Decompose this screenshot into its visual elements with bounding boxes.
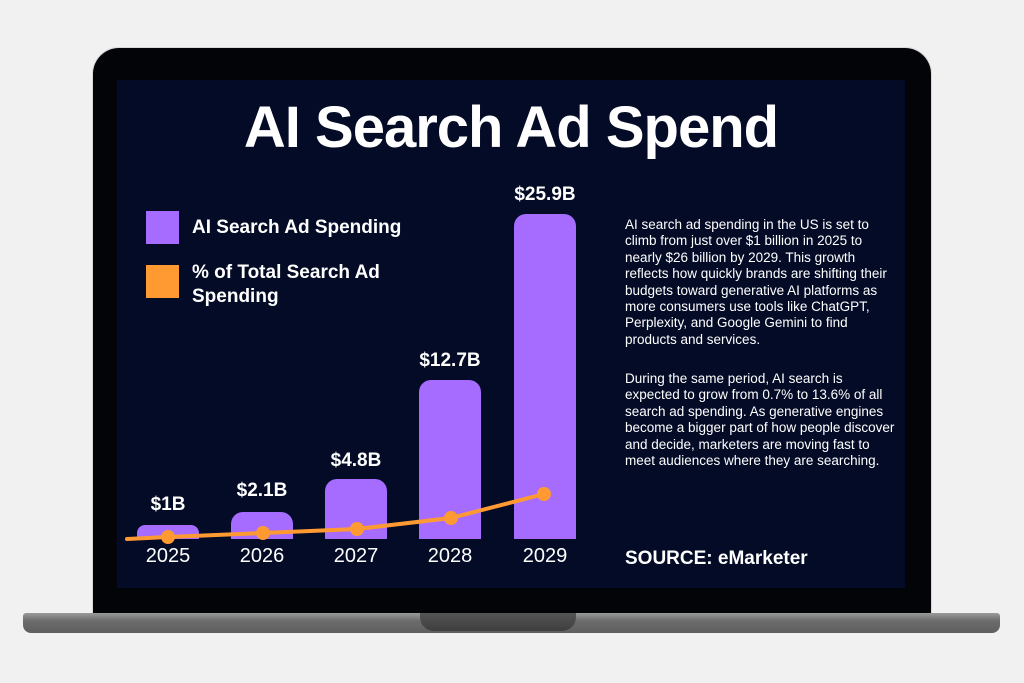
percentage-line [125, 487, 551, 544]
bar-value-label: $1B [150, 494, 186, 515]
legend-label: AI Search Ad Spending [192, 217, 402, 238]
chart-title: AI Search Ad Spend [243, 95, 779, 160]
description-paragraph-1: AI search ad spending in the US is set t… [625, 217, 887, 347]
legend-label: % of Total Search Ad Spending [192, 262, 380, 307]
bar-value-label: $4.8B [330, 450, 382, 471]
bar-value-label: $2.1B [236, 480, 288, 501]
laptop-notch [420, 613, 576, 631]
x-axis-label: 2026 [239, 545, 285, 567]
x-axis-label: 2027 [333, 545, 379, 567]
description-paragraph-2: During the same period, AI search is exp… [625, 371, 895, 469]
bar-value-label: $12.7B [419, 350, 481, 371]
legend-swatch-orange [146, 265, 179, 298]
legend-item-share: % of Total Search Ad Spending [146, 261, 412, 309]
bar-value-label: $25.9B [514, 184, 576, 205]
legend-item-spending: AI Search Ad Spending [146, 211, 412, 244]
legend-swatch-purple [146, 211, 179, 244]
bar-2029 [514, 214, 576, 539]
x-axis-label: 2028 [427, 545, 473, 567]
source-label: SOURCE: eMarketer [625, 548, 808, 569]
laptop-screen: AI Search Ad Spend AI Search Ad Spending… [117, 80, 905, 588]
x-axis-label: 2025 [145, 545, 191, 567]
x-axis-label: 2029 [522, 545, 568, 567]
